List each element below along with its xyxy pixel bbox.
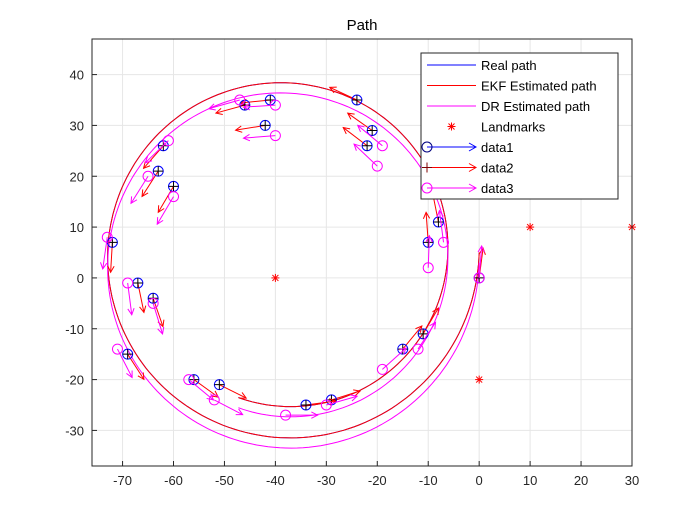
data3-marker — [122, 277, 134, 289]
y-tick-label: -30 — [65, 423, 84, 438]
x-tick-label: -50 — [215, 473, 234, 488]
data3-marker — [412, 343, 424, 355]
chart-title: Path — [347, 17, 378, 34]
x-tick-label: 20 — [574, 473, 588, 488]
legend-label: data1 — [481, 140, 514, 155]
data2-marker — [362, 140, 373, 151]
data3-marker — [208, 394, 220, 406]
data3-marker — [183, 374, 195, 386]
landmark-marker — [475, 375, 484, 384]
y-tick-label: 40 — [70, 68, 84, 83]
x-tick-label: -10 — [419, 473, 438, 488]
data3-marker — [162, 135, 174, 147]
data2-marker — [122, 349, 133, 360]
data3-marker — [234, 94, 246, 106]
y-tick-label: 10 — [70, 220, 84, 235]
data2-marker — [214, 379, 225, 390]
x-tick-label: 0 — [476, 473, 483, 488]
legend-entry: EKF Estimated path — [427, 79, 597, 94]
data3-marker — [438, 236, 450, 248]
legend-entry: data1 — [421, 140, 514, 155]
x-tick-label: -70 — [113, 473, 132, 488]
data3-marker — [269, 130, 281, 142]
data3-marker — [168, 191, 180, 203]
legend-entry: data2 — [422, 161, 514, 176]
data3-marker — [473, 272, 485, 284]
data2-marker — [433, 217, 444, 227]
data3-marker — [147, 297, 159, 309]
x-tick-label: -20 — [368, 473, 387, 488]
data2-marker — [153, 166, 164, 177]
data3-marker — [371, 160, 383, 172]
data3-marker — [111, 343, 123, 355]
legend-label: data3 — [481, 181, 514, 196]
data2-marker — [423, 237, 434, 248]
landmark-marker — [271, 273, 280, 282]
legend-label: Landmarks — [481, 120, 546, 135]
data2-marker — [132, 278, 143, 288]
x-tick-label: -30 — [317, 473, 336, 488]
legend-entry: Real path — [427, 58, 537, 73]
landmark-marker — [526, 223, 535, 232]
data2-marker — [351, 95, 362, 105]
data2-marker — [260, 120, 271, 131]
data3-marker — [376, 363, 388, 375]
data3-marker — [101, 231, 113, 243]
data3-marker — [269, 99, 281, 111]
x-tick-label: -60 — [164, 473, 183, 488]
y-tick-label: -20 — [65, 373, 84, 388]
data3-marker — [376, 140, 388, 152]
y-tick-label: 30 — [70, 118, 84, 133]
data3-marker — [320, 399, 332, 411]
x-tick-label: -40 — [266, 473, 285, 488]
legend-label: Real path — [481, 58, 537, 73]
legend: Real path EKF Estimated path DR Estimated … — [420, 52, 619, 200]
legend-label: DR Estimated path — [481, 99, 590, 114]
legend-entry: data3 — [421, 181, 514, 196]
legend-entry: DR Estimated path — [427, 99, 590, 114]
data2-marker — [367, 125, 378, 136]
x-tick-label: 30 — [625, 473, 639, 488]
data2-marker — [300, 400, 311, 410]
x-tick-label: 10 — [523, 473, 537, 488]
data3-marker — [142, 170, 154, 182]
y-tick-label: 20 — [70, 169, 84, 184]
y-tick-label: 0 — [77, 271, 84, 286]
legend-entry: Landmarks — [447, 120, 546, 135]
data3-marker — [422, 262, 434, 274]
axes-box — [91, 38, 633, 467]
legend-label: EKF Estimated path — [481, 79, 597, 94]
data3-marker — [280, 409, 292, 421]
data2-marker — [418, 328, 429, 339]
y-tick-label: -10 — [65, 322, 84, 337]
ticks: -70 -60 -50 -40 -30 -20 -10 0 10 20 30 -30 -20 -10 0 10… — [65, 68, 639, 488]
data2-marker — [168, 181, 179, 192]
markers — [100, 86, 636, 421]
dr-estimated-path-line — [107, 92, 480, 449]
legend-label: data2 — [481, 161, 514, 176]
